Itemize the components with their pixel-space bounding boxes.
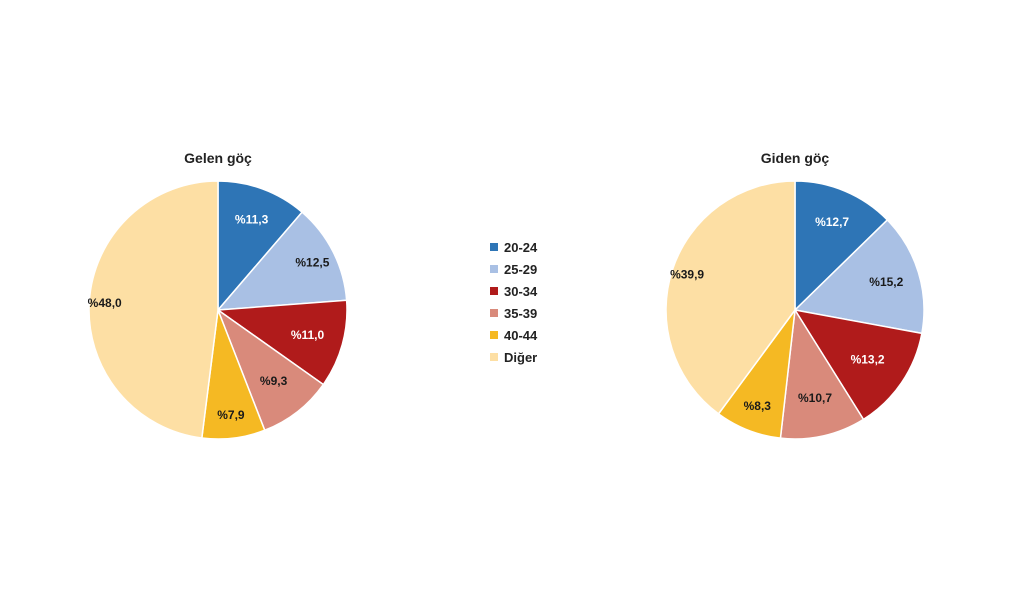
legend-swatch-diger	[490, 353, 498, 361]
legend-item-30-34: 30-34	[490, 284, 538, 299]
legend-swatch-40-44	[490, 331, 498, 339]
pie-slice-diger	[665, 180, 796, 415]
pie-data-label-20-24: %11,3	[235, 212, 269, 226]
pie-slices-giden-goc	[665, 180, 925, 440]
legend-swatch-25-29	[490, 265, 498, 273]
pie-data-label-35-39: %10,7	[798, 391, 832, 405]
pie-data-label-20-24: %12,7	[815, 215, 849, 229]
legend-item-40-44: 40-44	[490, 328, 538, 343]
legend-item-20-24: 20-24	[490, 240, 538, 255]
pie-slice-30-34	[215, 299, 348, 386]
pie-data-label-diger: %48,0	[88, 296, 122, 310]
pie-slice-25-29	[216, 211, 348, 311]
legend-item-25-29: 25-29	[490, 262, 537, 277]
pie-slice-30-34	[793, 308, 923, 421]
pie-data-label-30-34: %13,2	[851, 352, 885, 366]
pie-data-label-40-44: %7,9	[217, 408, 245, 422]
pie-slices-gelen-goc	[88, 180, 348, 440]
legend-item-35-39: 35-39	[490, 306, 537, 321]
legend-swatch-20-24	[490, 243, 498, 251]
pie-slice-25-29	[793, 218, 925, 335]
legend-label-35-39: 35-39	[504, 306, 537, 321]
pie-labels-giden-goc: %12,7 %15,2 %13,2 %10,7 %8,3 %39,9	[670, 215, 904, 413]
legend-label-40-44: 40-44	[504, 328, 538, 343]
pie-data-label-diger: %39,9	[670, 268, 704, 282]
pie-data-label-30-34: %11,0	[291, 328, 325, 342]
pie-title-gelen-goc: Gelen göç	[184, 150, 252, 166]
pie-data-label-40-44: %8,3	[744, 399, 772, 413]
legend-label-20-24: 20-24	[504, 240, 538, 255]
pie-slice-diger	[88, 180, 219, 439]
pie-title-giden-goc: Giden göç	[761, 150, 830, 166]
legend-swatch-35-39	[490, 309, 498, 317]
legend-item-diger: Diğer	[490, 350, 537, 365]
pie-data-label-35-39: %9,3	[260, 374, 288, 388]
legend: 20-24 25-29 30-34 35-39 40-44 Diğer	[490, 240, 538, 365]
pie-chart-gelen-goc: Gelen göç %11,3 %12,5 %11,0 %9,3 %7,9 %48,0	[88, 150, 348, 440]
pie-slice-35-39	[779, 307, 865, 440]
legend-label-25-29: 25-29	[504, 262, 537, 277]
pie-data-label-25-29: %15,2	[869, 275, 903, 289]
pie-data-label-25-29: %12,5	[295, 255, 329, 269]
pie-slice-20-24	[794, 180, 889, 312]
pie-slice-20-24	[217, 180, 304, 313]
pie-labels-gelen-goc: %11,3 %12,5 %11,0 %9,3 %7,9 %48,0	[88, 212, 330, 422]
legend-swatch-30-34	[490, 287, 498, 295]
legend-label-diger: Diğer	[504, 350, 537, 365]
pie-chart-giden-goc: Giden göç %12,7 %15,2 %13,2 %10,7 %8,3 %39,9	[665, 150, 925, 440]
legend-label-30-34: 30-34	[504, 284, 538, 299]
